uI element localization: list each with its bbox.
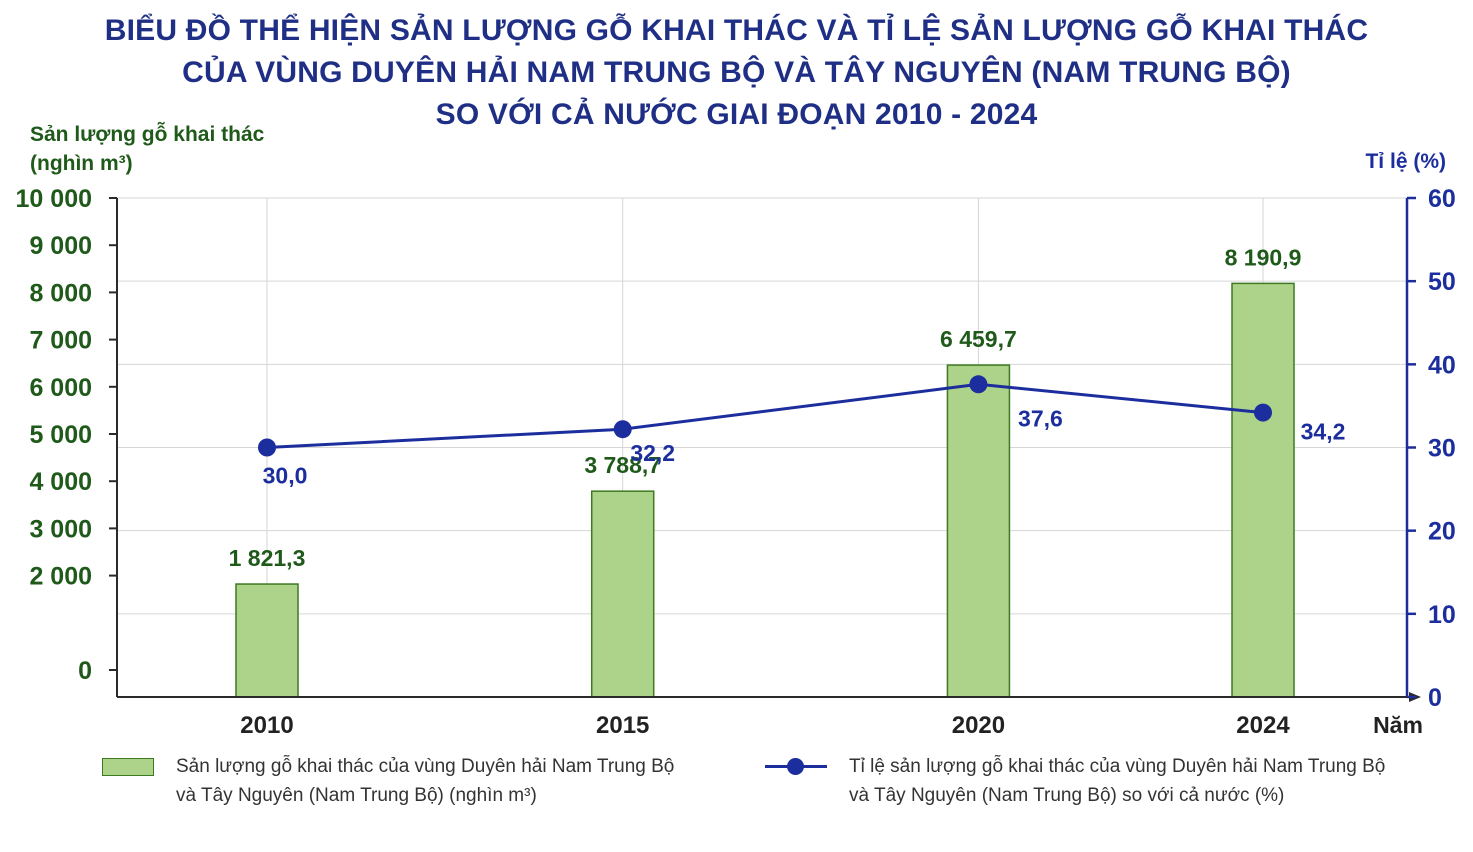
x-axis-title: Năm bbox=[1373, 712, 1423, 738]
right-tick-label: 30 bbox=[1428, 435, 1456, 463]
right-tick-label: 40 bbox=[1428, 351, 1456, 379]
legend-item-bar: Sản lượng gỗ khai thác của vùng Duyên hả… bbox=[102, 752, 674, 810]
left-tick-label: 3 000 bbox=[29, 515, 92, 543]
right-tick-label: 20 bbox=[1428, 518, 1456, 546]
legend-bar-label-1: Sản lượng gỗ khai thác của vùng Duyên hả… bbox=[176, 756, 675, 777]
left-axis-title: Sản lượng gỗ khai thác bbox=[30, 122, 265, 146]
x-tick-label: 2010 bbox=[240, 712, 293, 739]
right-tick-label: 50 bbox=[1428, 268, 1456, 296]
left-tick-label: 9 000 bbox=[29, 232, 92, 260]
left-tick-label: 0 bbox=[78, 657, 92, 685]
bar-value-label: 8 190,9 bbox=[1225, 244, 1302, 270]
line-value-label: 37,6 bbox=[1018, 405, 1063, 431]
right-tick-label: 60 bbox=[1428, 185, 1456, 213]
left-axis-unit: (nghìn m³) bbox=[30, 152, 133, 175]
bar-swatch-icon bbox=[102, 758, 154, 776]
line-point bbox=[969, 375, 988, 394]
x-tick-label: 2020 bbox=[952, 712, 1005, 739]
chart-title: BIỂU ĐỒ THỂ HIỆN SẢN LƯỢNG GỖ KHAI THÁC … bbox=[0, 10, 1473, 136]
left-tick-label: 2 000 bbox=[29, 563, 92, 591]
title-line-3: SO VỚI CẢ NƯỚC GIAI ĐOẠN 2010 - 2024 bbox=[435, 98, 1038, 131]
line-swatch-icon bbox=[765, 752, 827, 780]
axes bbox=[109, 196, 1421, 702]
left-tick-label: 4 000 bbox=[29, 468, 92, 496]
x-tick-label: 2024 bbox=[1236, 712, 1290, 739]
legend-item-line: Tỉ lệ sản lượng gỗ khai thác của vùng Du… bbox=[765, 752, 1385, 810]
bar-series bbox=[235, 282, 1295, 698]
bar bbox=[1231, 282, 1295, 698]
left-tick-label: 5 000 bbox=[29, 421, 92, 449]
bar bbox=[946, 364, 1011, 698]
chart-labels: 1 821,3 3 788,7 6 459,7 8 190,9 0 2 000 3 000 4… bbox=[16, 122, 1456, 739]
title-line-1: BIỂU ĐỒ THỂ HIỆN SẢN LƯỢNG GỖ KHAI THÁC … bbox=[104, 14, 1369, 47]
line-value-label: 32,2 bbox=[630, 440, 675, 466]
left-tick-label: 7 000 bbox=[29, 327, 92, 355]
line-path bbox=[266, 382, 1264, 449]
legend-line-label-1: Tỉ lệ sản lượng gỗ khai thác của vùng Du… bbox=[849, 756, 1386, 777]
title-line-2: CỦA VÙNG DUYÊN HẢI NAM TRUNG BỘ VÀ TÂY N… bbox=[182, 56, 1291, 89]
right-axis-title: Tỉ lệ (%) bbox=[1365, 150, 1446, 173]
bar bbox=[235, 583, 299, 698]
gridlines bbox=[117, 197, 1407, 697]
combo-chart: 1 821,3 3 788,7 6 459,7 8 190,9 0 2 000 3 000 4… bbox=[16, 122, 1456, 739]
bar-value-label: 1 821,3 bbox=[229, 545, 306, 571]
legend-bar-label-2: và Tây Nguyên (Nam Trung Bộ) (nghìn m³) bbox=[176, 785, 537, 806]
left-tick-label: 8 000 bbox=[29, 279, 92, 307]
line-value-label: 34,2 bbox=[1301, 419, 1346, 445]
right-tick-label: 0 bbox=[1428, 684, 1442, 712]
left-tick-label: 6 000 bbox=[29, 374, 92, 402]
bar-value-label: 3 788,7 bbox=[584, 452, 661, 478]
line-value-label: 30,0 bbox=[263, 463, 308, 489]
legend-line-label-2: và Tây Nguyên (Nam Trung Bộ) so với cả n… bbox=[849, 785, 1285, 806]
line-series bbox=[258, 375, 1272, 457]
left-tick-label: 10 000 bbox=[16, 185, 92, 213]
bar bbox=[590, 490, 655, 698]
x-tick-label: 2015 bbox=[596, 712, 649, 739]
right-tick-label: 10 bbox=[1428, 601, 1456, 629]
line-point bbox=[613, 420, 632, 439]
bar-value-label: 6 459,7 bbox=[940, 326, 1017, 352]
line-point bbox=[1254, 403, 1272, 422]
line-point bbox=[258, 438, 276, 457]
